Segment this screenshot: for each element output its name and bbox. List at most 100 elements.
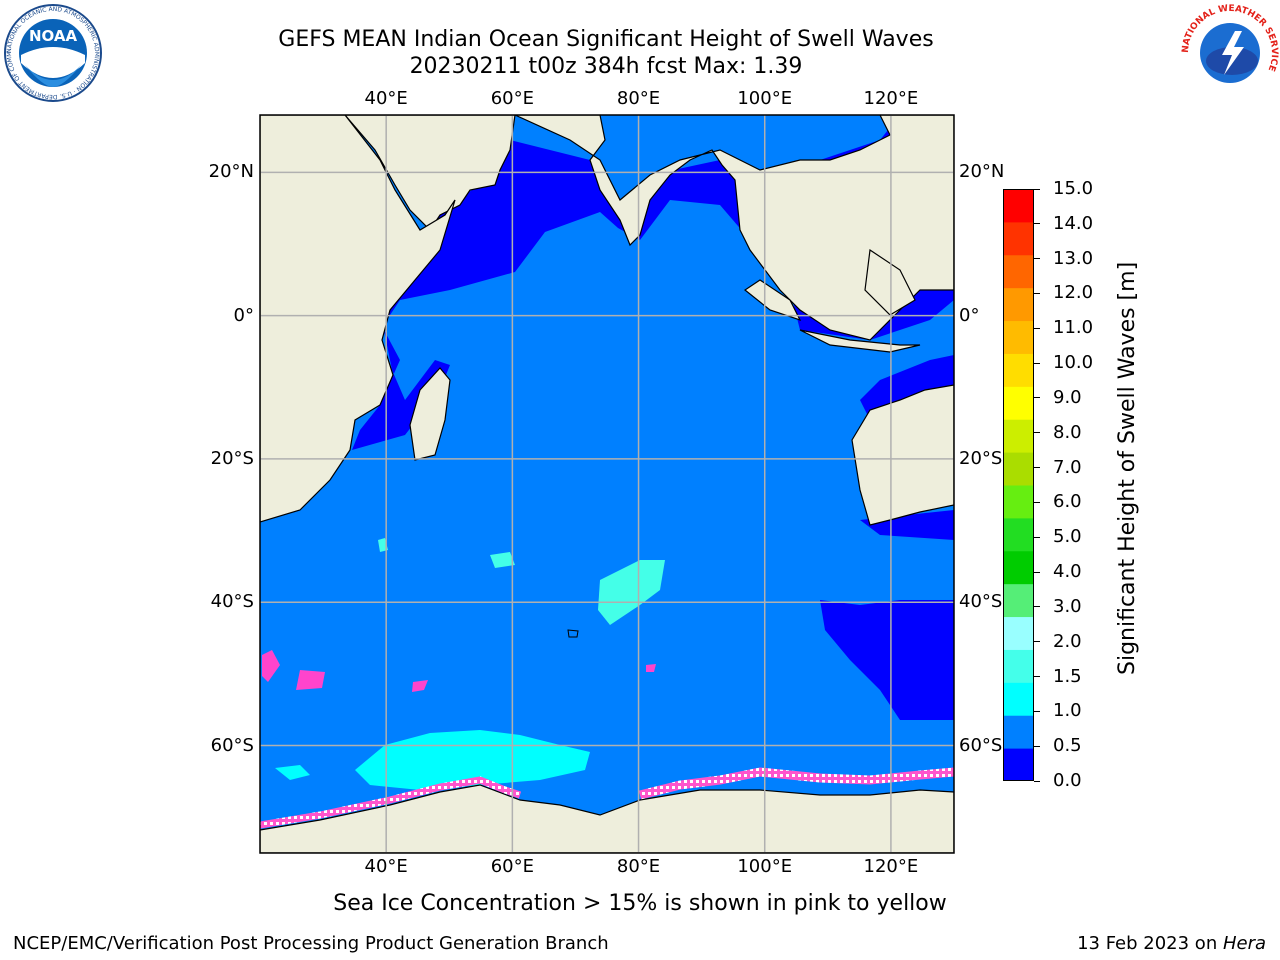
colorbar-tick-mark: [1034, 258, 1040, 260]
colorbar-tick-label: 0.5: [1053, 735, 1082, 757]
colorbar-cell: [1003, 353, 1034, 387]
colorbar-cell: [1003, 748, 1034, 781]
sea-ice-edge-west: [260, 776, 522, 829]
colorbar-tick-mark: [1034, 292, 1040, 294]
sea-ice-patch-2: [296, 670, 325, 690]
footer-date: 13 Feb 2023 on: [1077, 933, 1223, 954]
map-grid: [260, 115, 954, 853]
lon-label: 100°E: [737, 88, 793, 109]
colorbar-cell: [1003, 189, 1034, 223]
colorbar-cell: [1003, 386, 1034, 420]
colorbar-tick-label: 2.0: [1053, 630, 1082, 652]
colorbar-cell: [1003, 517, 1034, 552]
lon-label: 80°E: [616, 88, 661, 109]
colorbar-tick-label: 1.5: [1053, 665, 1082, 687]
colorbar-cell: [1003, 320, 1034, 354]
colorbar-tick-label: 12.0: [1053, 282, 1094, 304]
colorbar-tick-label: 8.0: [1053, 421, 1082, 443]
footer-host: Hera: [1222, 933, 1266, 954]
chart-subtitle: 20230211 t00z 384h fcst Max: 1.39: [409, 54, 803, 79]
land-borneo: [864, 248, 916, 316]
colorbar-tick-mark: [1034, 432, 1040, 434]
chart-title: GEFS MEAN Indian Ocean Significant Heigh…: [278, 27, 934, 52]
colorbar-tick-label: 9.0: [1053, 386, 1082, 408]
colorbar-tick-mark: [1034, 536, 1040, 538]
colorbar-tick-label: 15.0: [1053, 178, 1094, 199]
colorbar-tick-label: 3.0: [1053, 595, 1082, 617]
colorbar-cell: [1003, 452, 1034, 486]
colorbar-tick-mark: [1034, 467, 1040, 469]
colorbar-tick-mark: [1034, 327, 1040, 329]
colorbar-tick-label: 13.0: [1053, 247, 1094, 269]
lat-label: 40°S: [210, 591, 254, 613]
colorbar-tick-mark: [1034, 571, 1040, 573]
lon-label: 60°E: [490, 856, 534, 877]
land-asia: [514, 115, 954, 341]
colorbar-tick-label: 10.0: [1053, 352, 1094, 374]
swell-light-west: [490, 552, 515, 568]
colorbar-tick-mark: [1034, 641, 1040, 643]
colorbar-tick-label: 11.0: [1053, 317, 1094, 339]
land-antarctica: [260, 784, 954, 853]
sea-ice-caption: Sea Ice Concentration > 15% is shown in …: [333, 891, 947, 916]
colorbar-tick-label: 14.0: [1053, 212, 1094, 234]
colorbar-cell: [1003, 254, 1034, 289]
noaa-logo-text: NOAA: [29, 27, 78, 45]
colorbar-tick-label: 5.0: [1053, 526, 1082, 548]
footer-right: 13 Feb 2023 on Hera: [1077, 933, 1266, 954]
colorbar: [1003, 189, 1034, 781]
land-africa: [260, 115, 456, 523]
lon-label: 120°E: [863, 88, 919, 109]
lat-label: 20°S: [959, 447, 1003, 469]
land-australia: [851, 384, 954, 526]
colorbar-label: Significant Height of Swell Waves [m]: [1115, 261, 1140, 675]
colorbar-tick-mark: [1034, 501, 1040, 503]
lon-label: 60°E: [490, 88, 534, 109]
colorbar-cell: [1003, 550, 1034, 585]
colorbar-tick-label: 7.0: [1053, 456, 1082, 478]
low-swell-south-australia: [820, 600, 954, 720]
lat-label: 40°S: [959, 591, 1003, 613]
low-swell-mozambique: [352, 330, 450, 450]
colorbar-tick-label: 4.0: [1053, 561, 1082, 583]
colorbar-tick-mark: [1034, 780, 1040, 782]
map-frame: [259, 114, 955, 854]
swell-light-central: [598, 560, 665, 625]
sea-ice-edge-east: [638, 767, 954, 800]
lon-label: 80°E: [616, 856, 661, 877]
lon-label: 100°E: [737, 856, 793, 877]
lat-label: 20°S: [210, 447, 254, 469]
swell-cyan-west: [275, 765, 310, 780]
kerguelen-island: [567, 629, 579, 638]
colorbar-tick-mark: [1034, 710, 1040, 712]
colorbar-tick-mark: [1034, 362, 1040, 364]
colorbar-tick-mark: [1034, 397, 1040, 399]
lon-label: 40°E: [364, 856, 408, 877]
colorbar-tick-label: 0.0: [1053, 770, 1082, 791]
lat-label: 0°: [233, 304, 254, 326]
colorbar-cell: [1003, 649, 1034, 683]
colorbar-cell: [1003, 583, 1034, 618]
colorbar-cell: [1003, 616, 1034, 650]
colorbar-tick-mark: [1034, 676, 1040, 678]
lon-label: 40°E: [364, 88, 408, 109]
colorbar-tick-mark: [1034, 606, 1040, 608]
footer-left: NCEP/EMC/Verification Post Processing Pr…: [13, 933, 609, 954]
lat-label: 0°: [959, 304, 980, 326]
noaa-logo: NATIONAL OCEANIC AND ATMOSPHERIC ADMINIS…: [3, 3, 102, 102]
sea-ice-patch-3: [412, 680, 428, 692]
colorbar-tick-label: 1.0: [1053, 700, 1082, 722]
lat-label: 60°S: [959, 734, 1003, 756]
colorbar-cell: [1003, 682, 1034, 716]
colorbar-cell: [1003, 419, 1034, 453]
land-arabia: [260, 115, 516, 231]
colorbar-cell: [1003, 715, 1034, 749]
colorbar-cell: [1003, 287, 1034, 322]
sea-ice-patch-west: [262, 650, 280, 682]
colorbar-cell: [1003, 221, 1034, 256]
nws-logo: NATIONAL WEATHER SERVICE: [1181, 4, 1279, 101]
lat-label: 60°S: [210, 734, 254, 756]
colorbar-tick-label: 6.0: [1053, 491, 1082, 513]
lon-label: 120°E: [863, 856, 919, 877]
